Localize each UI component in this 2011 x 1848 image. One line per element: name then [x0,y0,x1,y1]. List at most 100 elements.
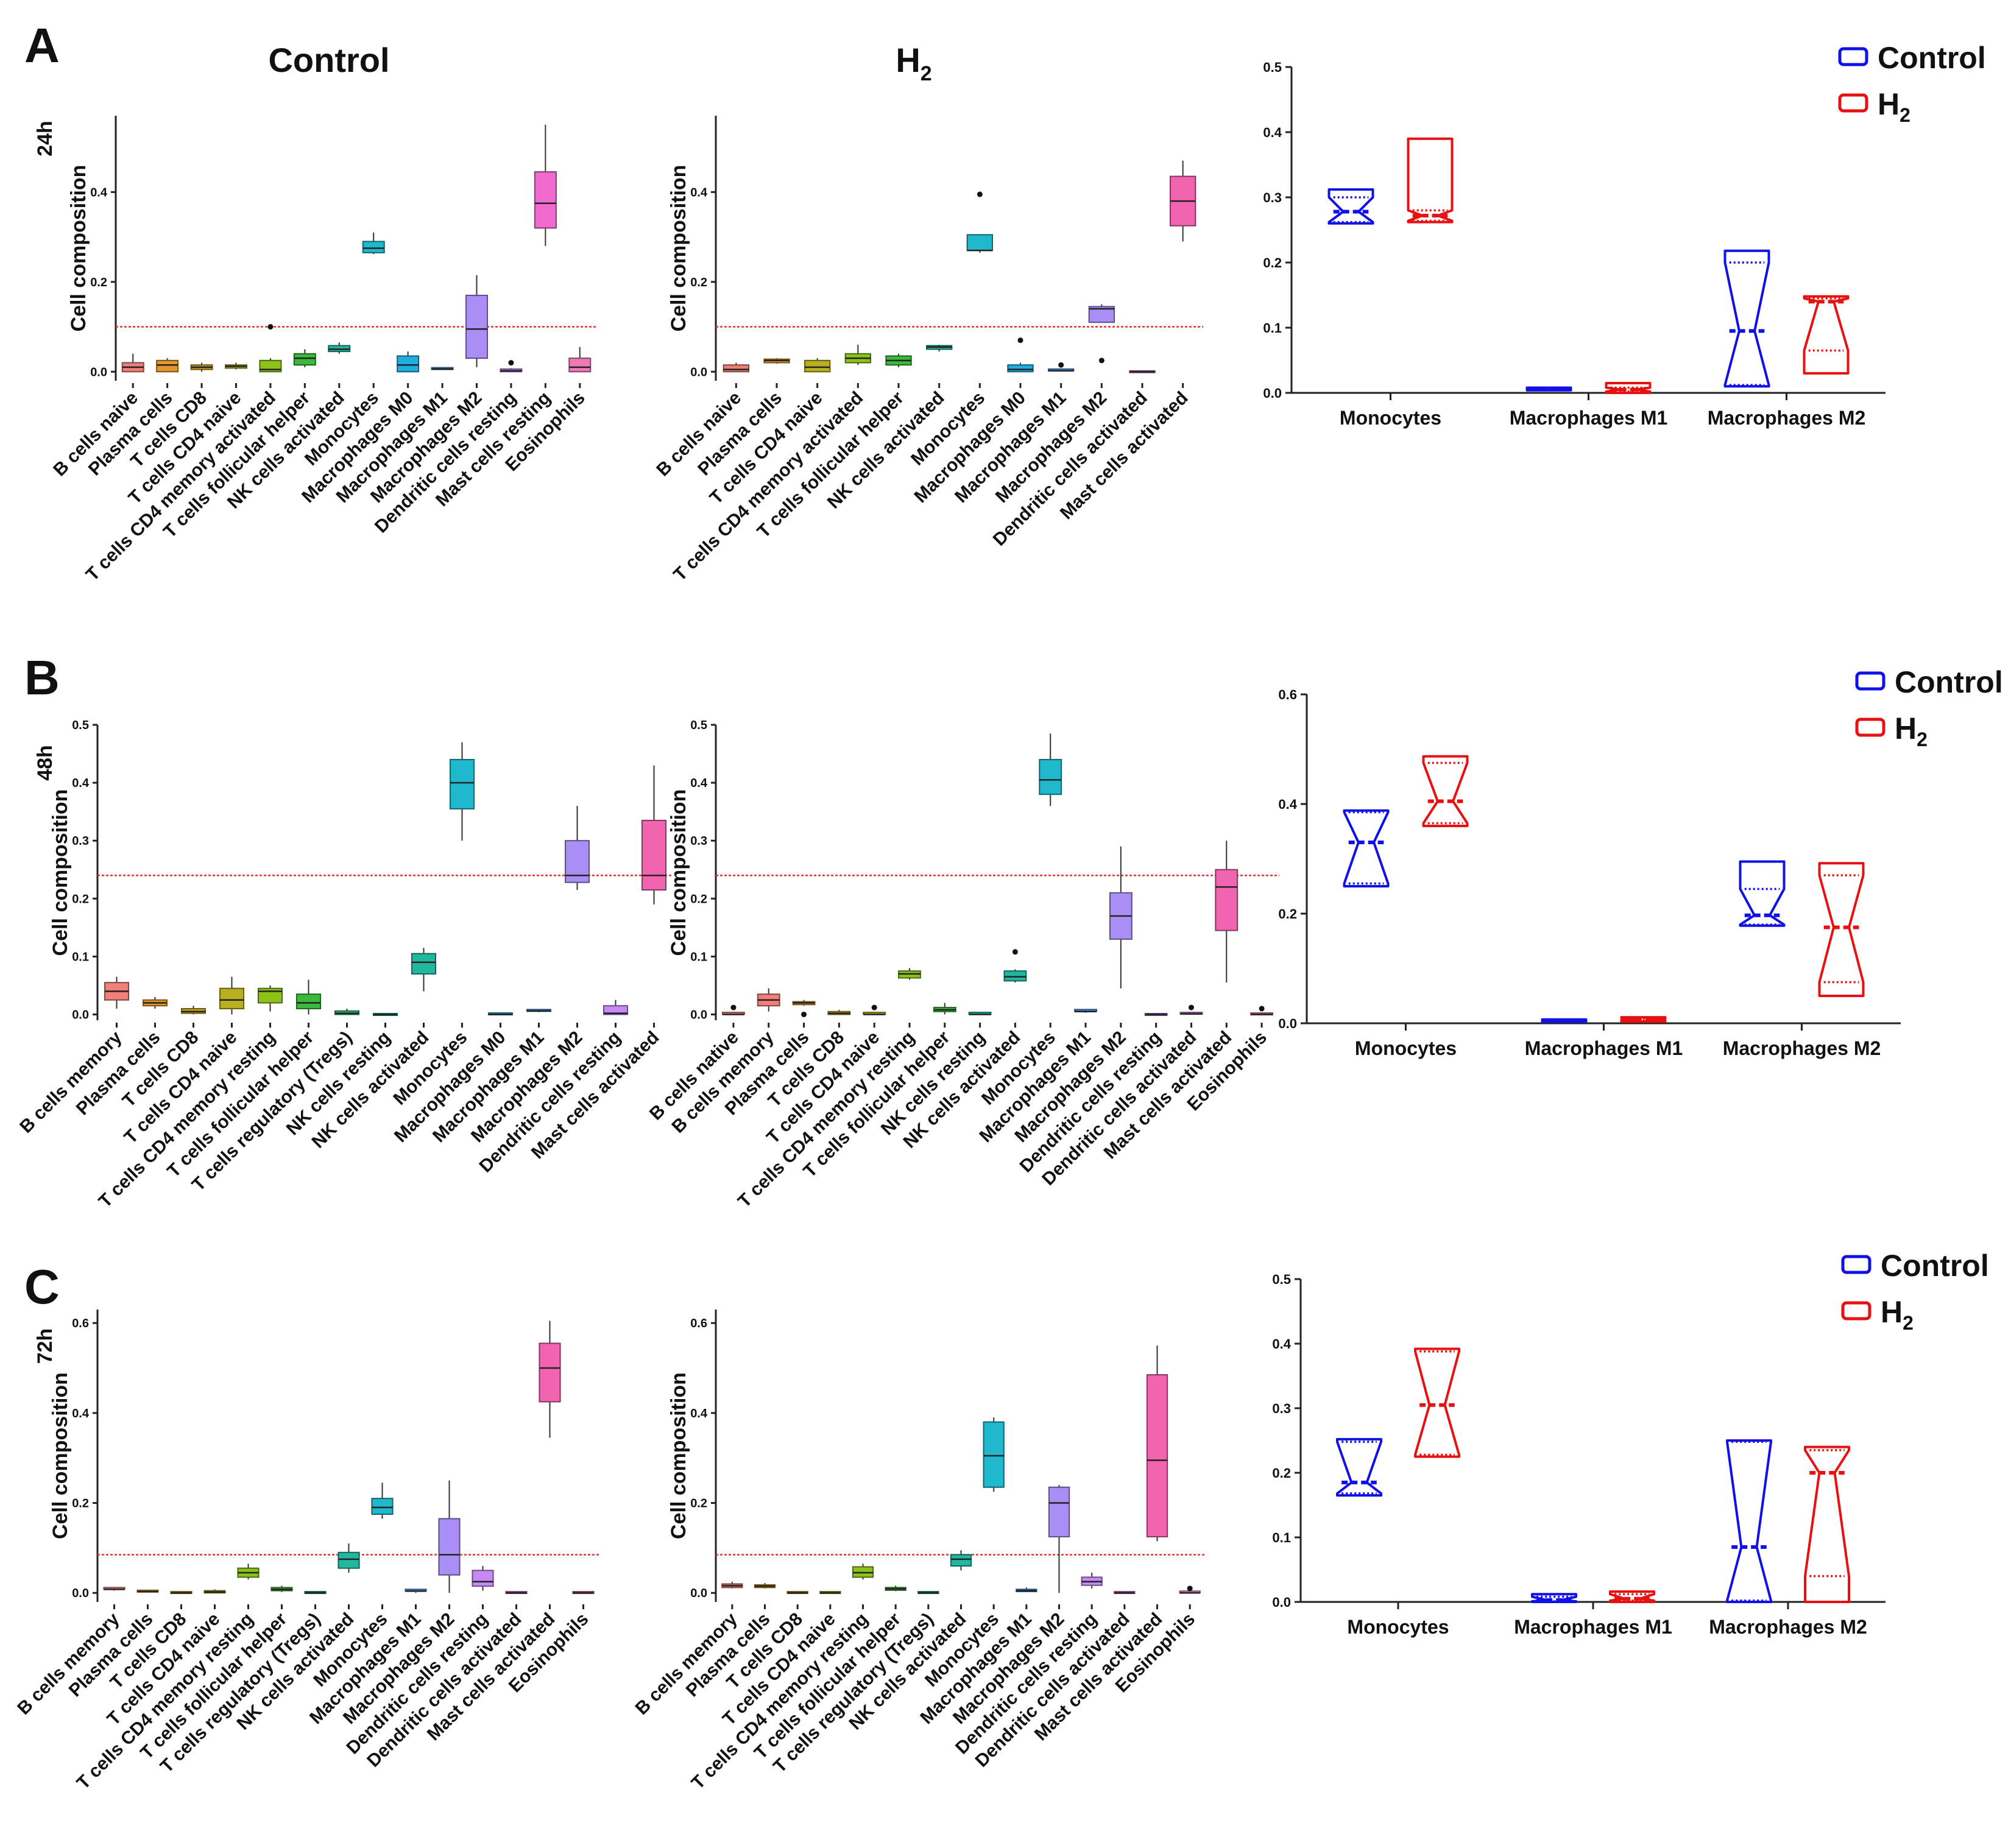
y-tick-label: 0.5 [1272,1272,1291,1287]
box-eosinophils: Eosinophils [501,347,592,475]
legend-swatch-control [1838,47,1868,66]
category-label: Macrophages M2 [1708,407,1866,429]
violin-outline [1343,809,1390,887]
legend-swatch-control [1841,1255,1871,1274]
box-body [472,1570,494,1587]
y-tick-label: 0.5 [690,719,707,732]
outlier-point [1012,949,1018,955]
violin-plot-48h: 0.0 0.2 0.4 0.6 Monocytes Macrophages M1 Macro… [1278,687,1901,1059]
box-body [1003,970,1027,982]
box-body [723,364,749,373]
y-tick-label: 0.2 [690,1497,707,1511]
box-body [950,1554,972,1567]
box-body [295,993,322,1009]
legend-subscript: 2 [1900,104,1910,126]
box-body [411,953,437,975]
y-tick-label: 0.2 [72,1497,89,1511]
legend-48h: Control H2 [1855,665,2003,750]
y-axis-label: Cell composition [667,1372,690,1539]
outlier-point [1187,1585,1193,1592]
y-tick-label: 0.3 [1263,190,1282,205]
y-axis-label: Cell composition [667,789,690,956]
legend-swatch-h2 [1855,718,1886,737]
box-body [219,987,245,1009]
violin-h2-monocytes [1422,755,1469,827]
box-body [397,355,420,373]
y-tick-label: 0.4 [690,777,708,790]
y-axis-label: Cell composition [49,789,72,956]
violin-h2-macrophages-m1 [1605,381,1652,394]
y-tick-label: 0.4 [690,1407,708,1420]
violin-outline [1723,249,1770,388]
box-b-cells-memory: B cells memory [16,976,130,1137]
y-tick-label: 0.4 [90,186,108,199]
violin-control-monocytes [1327,188,1374,225]
y-tick-label: 0.4 [1263,125,1282,140]
box-body [1048,1486,1070,1537]
y-tick-label: 0.0 [690,365,707,379]
legend-swatch-h2 [1838,93,1868,113]
time-point-label: 72h [34,1328,57,1364]
box-body [156,359,179,373]
violin-h2-monocytes [1414,1347,1460,1458]
y-tick-label: 0.3 [72,834,89,848]
y-tick-label: 0.4 [690,186,708,199]
category-label: Monocytes [1347,1616,1449,1638]
legend-subscript: 2 [1917,728,1928,750]
outlier-point [1017,337,1023,344]
y-tick-label: 0.0 [690,1587,707,1600]
violin-h2-macrophages-m1 [1609,1590,1655,1603]
y-tick-label: 0.1 [1263,320,1282,336]
box-body [449,759,475,809]
time-point-label: 24h [34,121,57,157]
y-tick-label: 0.0 [1278,1016,1297,1031]
violin-h2-macrophages-m2 [1803,295,1850,375]
y-tick-label: 0.4 [72,1407,90,1420]
violin-outline [1327,188,1374,225]
y-axis-label: Cell composition [667,165,690,332]
y-tick-label: 0.0 [690,1008,707,1021]
y-tick-label: 0.3 [1272,1401,1291,1416]
box-body [603,1005,629,1015]
panel-letter-c: C [24,1260,60,1314]
legend-swatch-h2 [1841,1301,1871,1321]
y-tick-label: 0.1 [1272,1530,1291,1545]
violin-outline [1739,860,1786,927]
legend-72h: Control H2 [1841,1249,1989,1334]
legend-label-h2: H2 [1881,1295,1914,1334]
outlier-point [730,1004,737,1010]
box-body [293,353,316,366]
violin-h2-macrophages-m1 [1620,1016,1667,1023]
y-tick-label: 0.0 [90,365,107,379]
box-body [371,1498,394,1515]
legend-subscript: 2 [1903,1312,1914,1334]
legend-label-control: Control [1881,1249,1989,1283]
time-point-label: 48h [34,745,57,781]
box-body [338,1551,360,1569]
violin-outline [1414,1347,1460,1458]
box-body [568,358,592,373]
y-tick-label: 0.5 [1263,60,1282,75]
violin-control-macrophages-m1 [1531,1593,1577,1603]
box-body [1007,364,1034,373]
violin-control-macrophages-m2 [1726,1439,1772,1603]
violin-h2-monocytes [1407,137,1454,224]
legend-label-control: Control [1895,665,2003,699]
y-tick-label: 0.2 [90,276,107,289]
outlier-point [871,1004,877,1010]
violin-outline [1803,295,1850,375]
y-tick-label: 0.2 [690,892,707,906]
category-label: Macrophages M2 [1709,1616,1867,1638]
box-body [438,1518,461,1576]
y-tick-label: 0.4 [72,777,90,790]
y-tick-label: 0.3 [690,834,707,848]
y-tick-label: 0.2 [1272,1465,1291,1481]
box-body [1146,1374,1168,1537]
outlier-point [508,360,514,366]
title-h2: H2 [896,41,931,85]
violin-control-monocytes [1343,809,1390,887]
y-axis-label: Cell composition [49,1372,72,1539]
